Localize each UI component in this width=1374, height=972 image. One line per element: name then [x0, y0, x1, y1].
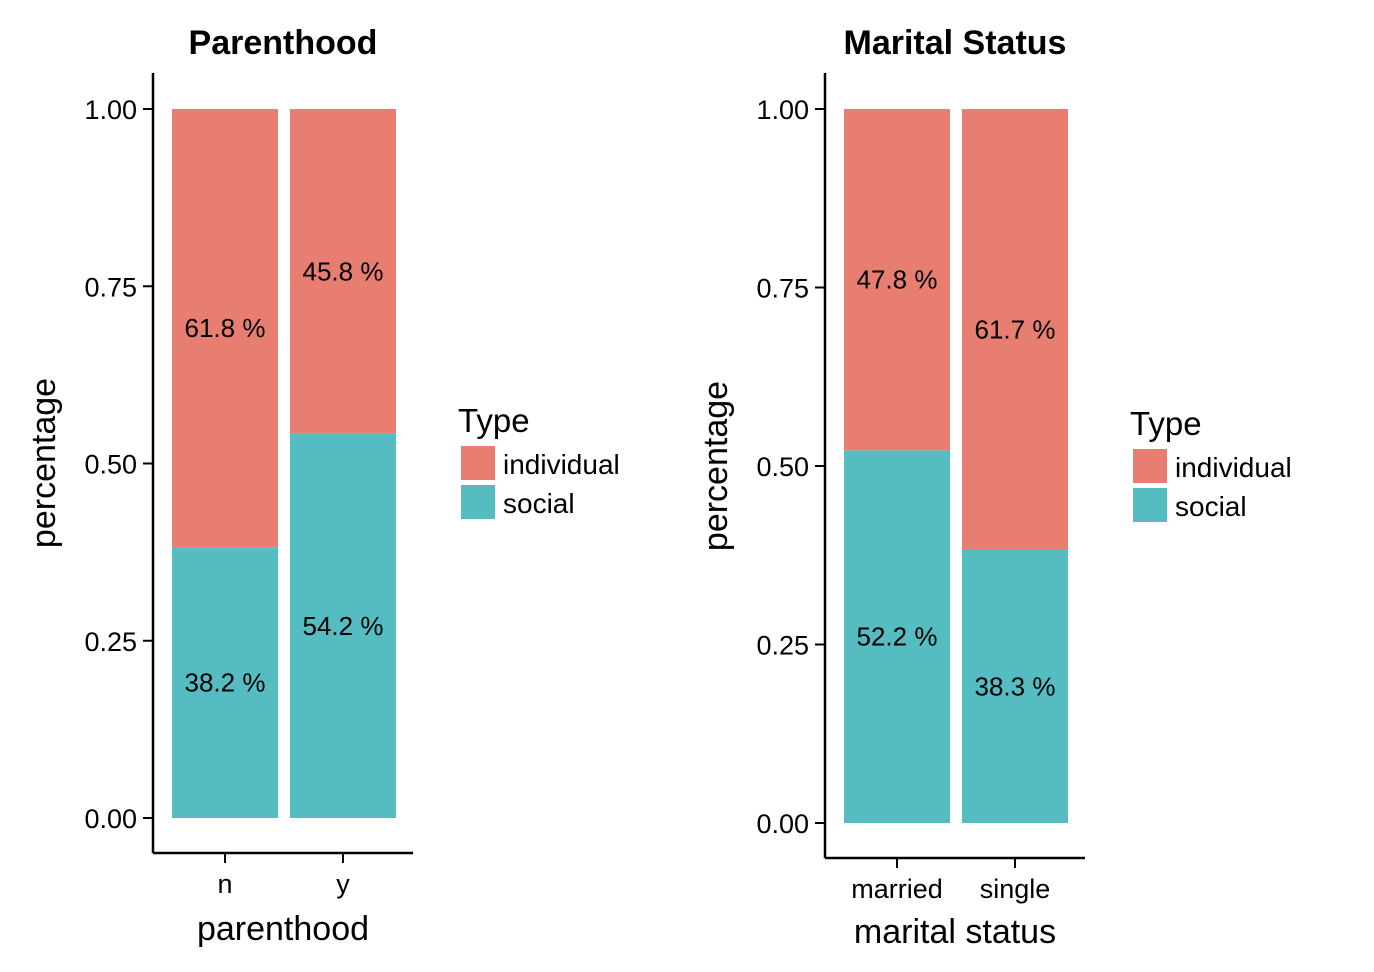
data-label: 38.3 %	[975, 671, 1056, 701]
legend-label: individual	[503, 449, 620, 480]
legend-title: Type	[1130, 405, 1202, 442]
legend-swatch-individual	[1133, 449, 1167, 483]
y-tick-label: 0.50	[756, 452, 809, 482]
data-label: 45.8 %	[303, 256, 384, 286]
x-tick-label: n	[217, 869, 232, 899]
data-label: 61.8 %	[185, 313, 266, 343]
x-axis-label: parenthood	[197, 910, 369, 948]
y-axis-label: percentage	[697, 381, 735, 551]
data-label: 47.8 %	[857, 265, 938, 295]
data-label: 52.2 %	[857, 622, 938, 652]
y-tick-label: 1.00	[756, 95, 809, 125]
bar-social-n	[172, 547, 278, 818]
chart-panel-0: Parenthood 38.2 % 61.8 % n 54.2 % 45.8 % y 0.00…	[25, 24, 620, 948]
bar-individual-single	[962, 109, 1068, 550]
y-tick-label: 0.00	[756, 809, 809, 839]
legend-label: social	[1175, 491, 1247, 522]
data-label: 61.7 %	[975, 314, 1056, 344]
bar-social-single	[962, 549, 1068, 823]
legend-label: individual	[1175, 452, 1292, 483]
bar-social-y	[290, 433, 396, 818]
x-tick-label: married	[851, 874, 943, 904]
y-tick-label: 0.00	[84, 804, 137, 834]
legend-title: Type	[458, 402, 530, 439]
legend-swatch-social	[1133, 488, 1167, 522]
legend-swatch-social	[461, 485, 495, 519]
data-label: 38.2 %	[185, 668, 266, 698]
y-tick-label: 0.75	[84, 272, 137, 302]
legend: Type individual social	[458, 402, 620, 519]
y-axis-label: percentage	[25, 378, 63, 548]
bar-social-married	[844, 450, 950, 823]
y-tick-label: 0.50	[84, 450, 137, 480]
y-tick-label: 0.25	[756, 631, 809, 661]
x-tick-label: y	[336, 869, 350, 899]
legend: Type individual social	[1130, 405, 1292, 522]
y-tick-label: 1.00	[84, 95, 137, 125]
y-tick-label: 0.75	[756, 274, 809, 304]
x-axis-label: marital status	[854, 913, 1056, 951]
bar-individual-y	[290, 109, 396, 434]
y-tick-label: 0.25	[84, 627, 137, 657]
bar-individual-married	[844, 109, 950, 451]
data-label: 54.2 %	[303, 611, 384, 641]
legend-swatch-individual	[461, 446, 495, 480]
chart-title: Marital Status	[844, 24, 1067, 62]
legend-label: social	[503, 488, 575, 519]
x-tick-label: single	[980, 874, 1051, 904]
chart-title: Parenthood	[189, 24, 378, 62]
chart-panel-1: Marital Status 52.2 % 47.8 % married 38.3 % 6…	[697, 24, 1292, 951]
bar-individual-n	[172, 109, 278, 548]
